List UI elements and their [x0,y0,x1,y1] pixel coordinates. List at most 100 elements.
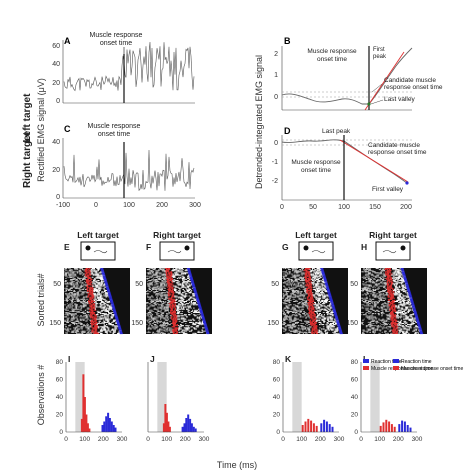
panel-letter-a: A [64,36,71,46]
bar-muscle-1 [164,404,167,432]
bar-muscle-5 [315,425,318,432]
xtick: 300 [117,436,128,443]
annotation-d-onset: Muscle response onset time [291,159,341,174]
tick-a-20: 20 [52,80,60,87]
tick-b-2: 2 [274,51,278,58]
bar-muscle-5 [88,428,91,432]
tick-h-50: 50 [350,281,358,288]
ytick: 20 [56,412,64,419]
panel-d: D 0 -1 -2 0 50 100 150 200 Last peak Mus… [272,126,427,211]
panel-letter-k: K [285,354,292,364]
bar-reaction-1 [103,421,106,432]
bar-muscle-2 [307,418,310,432]
xtick: 100 [296,436,307,443]
ytick: 60 [56,377,64,384]
xtick-d-200: 200 [400,204,412,211]
histogram-i: 0 20 40 60 80 0 100 200 300 [56,359,128,443]
histogram-j: 0 100 200 300 [146,362,210,443]
raster-e [64,268,130,335]
tick-a-0: 0 [56,98,60,105]
bar-muscle-5 [393,426,396,433]
cue-box-h [375,241,411,261]
annotation-d-last-peak: Last peak [322,128,351,135]
bar-muscle-3 [388,421,391,432]
bar-reaction-4 [409,427,412,432]
bar-muscle-4 [168,426,171,433]
ytick: 0 [354,429,358,436]
ylabel-detrended-integrated: Detrended-integrated EMG signal [254,55,264,189]
xtick-d-50: 50 [309,204,317,211]
panel-letter-d: D [284,126,291,136]
target-dot-h [400,245,406,251]
target-dot-g [303,245,309,251]
legend-k: Reaction time Muscle response onset time [363,359,433,372]
panel-b: B 2 1 0 Muscle response onset time First p… [274,36,443,111]
bar-reaction-4 [331,426,334,433]
bar-reaction-2 [105,416,108,433]
tick-b-1: 1 [274,72,278,79]
stim-shade [75,362,85,432]
bar-reaction-0 [320,423,323,433]
raster-title-g: Left target [295,230,337,240]
annotation-a: Muscle response onset time [90,32,143,47]
bar-muscle-0 [80,418,83,432]
xtick-c-m100: -100 [56,202,70,209]
xtick: 0 [359,436,363,443]
bar-reaction-3 [328,424,331,432]
xtick-c-200: 200 [156,202,168,209]
tick-f-50: 50 [135,281,143,288]
ytick: 60 [273,377,281,384]
bar-reaction-4 [189,418,192,432]
bar-muscle-3 [85,414,88,432]
bar-muscle-2 [83,397,86,432]
bar-reaction-6 [192,426,195,433]
integrated-trace-b [281,47,413,105]
cue-box-f [159,241,195,261]
bar-reaction-3 [187,414,190,432]
raster-f [146,268,212,335]
raster-g [282,268,348,335]
bar-reaction-4 [108,418,111,432]
tick-e-50: 50 [53,281,61,288]
tick-a-60: 60 [52,43,60,50]
stim-shade [370,362,380,432]
bar-muscle-4 [86,423,89,433]
bar-reaction-2 [403,421,406,432]
tick-b-0: 0 [274,94,278,101]
xtick: 300 [199,436,210,443]
annotation-d-first-valley: First valley [372,186,404,193]
bar-reaction-2 [185,418,188,432]
bar-muscle-4 [390,424,393,432]
ytick: 0 [276,429,280,436]
panel-c: C 40 20 0 -100 0 100 200 300 Muscle resp… [52,123,201,209]
row-label-right-target: Right target [22,131,33,188]
xtick-d-0: 0 [280,204,284,211]
bar-reaction-6 [112,425,115,432]
panel-letter-i: I [68,354,70,364]
ytick: 80 [351,359,359,366]
candidate-fit-d [339,139,409,183]
panel-a: A 60 40 20 0 Muscle response onset time [52,32,195,105]
tick-f-150: 150 [131,320,143,327]
tick-d-m1: -1 [272,159,278,166]
bar-muscle-3 [310,420,313,432]
xtick: 200 [180,436,191,443]
bar-muscle-1 [304,421,307,432]
candidate-fit-b [364,51,405,111]
panel-letter-e: E [64,242,70,252]
cue-boxes [80,241,411,261]
target-dot-f [184,245,190,251]
raster-title-f: Right target [153,230,201,240]
xtick: 300 [412,436,423,443]
tick-d-0: 0 [274,140,278,147]
bar-reaction-2 [325,421,328,432]
bar-reaction-0 [101,425,104,432]
ytick: 20 [273,412,281,419]
bar-reaction-0 [398,424,401,432]
tick-c-0: 0 [56,194,60,201]
legend-l: Reaction time Muscle response onset time [393,359,463,372]
xtick: 0 [146,436,150,443]
panel-letter-f: F [146,242,151,252]
bar-muscle-4 [312,423,315,433]
